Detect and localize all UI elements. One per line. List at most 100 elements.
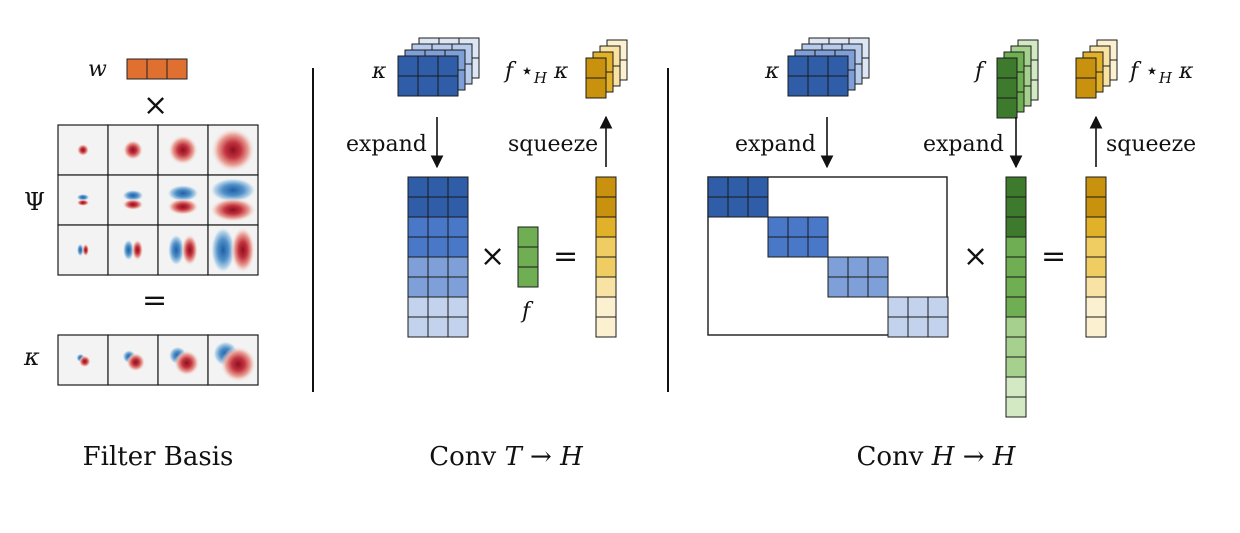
block-cell xyxy=(927,316,949,338)
output-cell xyxy=(1085,236,1107,258)
output-cell xyxy=(595,296,617,318)
basis-cell xyxy=(207,174,259,226)
red-blob xyxy=(122,199,144,210)
matrix-cell xyxy=(427,256,449,278)
kappa-symbol: κ xyxy=(1172,59,1194,84)
basis-cell xyxy=(57,174,109,226)
conv-t-h-caption: Conv T → H xyxy=(429,442,584,472)
kappa-stack-cell xyxy=(827,75,849,97)
kappa-filter-row xyxy=(57,334,259,386)
red-blob xyxy=(230,226,255,274)
f-filter-stack xyxy=(996,39,1039,119)
block-cell xyxy=(727,196,749,218)
psi-basis-grid xyxy=(57,124,259,276)
block-cell xyxy=(807,236,829,258)
matrix-cell xyxy=(407,276,429,298)
block-cell xyxy=(747,196,769,218)
matrix-cell xyxy=(427,216,449,238)
output-stack-cell xyxy=(1075,57,1097,79)
output-vector xyxy=(595,176,617,338)
basis-cell xyxy=(157,224,209,276)
conv-h-h-caption: Conv H → H xyxy=(857,442,1017,472)
block-cell xyxy=(827,256,849,278)
filter-basis-panel: w × Ψ = κ Filter Basis xyxy=(23,57,259,472)
output-cell xyxy=(1085,296,1107,318)
output-cell xyxy=(1085,216,1107,238)
times-symbol: × xyxy=(480,239,505,274)
kappa-stack-label: κ xyxy=(371,59,387,84)
matrix-cell xyxy=(427,316,449,338)
matrix-cell xyxy=(447,296,469,318)
kappa-cell xyxy=(107,334,159,386)
matrix-cell xyxy=(447,276,469,298)
f-vector xyxy=(1005,176,1027,418)
stack-layer xyxy=(397,55,459,97)
basis-cell xyxy=(57,224,109,276)
output-cell xyxy=(595,196,617,218)
matrix-cell xyxy=(447,256,469,278)
red-blob xyxy=(123,140,143,160)
output-cell xyxy=(1085,256,1107,278)
matrix-cell xyxy=(407,316,429,338)
kappa-stack-cell xyxy=(397,55,419,77)
matrix-cell xyxy=(407,236,429,258)
f-cell xyxy=(1005,316,1027,338)
kappa-stack-cell xyxy=(807,55,829,77)
blue-blob xyxy=(122,190,144,201)
red-blob xyxy=(126,352,146,372)
f-stack-cell xyxy=(996,77,1018,99)
w-cell xyxy=(126,58,148,80)
w-cell xyxy=(146,58,168,80)
block-cell xyxy=(727,176,749,198)
basis-cell xyxy=(157,174,209,226)
output-stack-cell xyxy=(1075,77,1097,99)
output-cell xyxy=(595,276,617,298)
f-cell xyxy=(1005,236,1027,258)
kappa-stack-label: κ xyxy=(764,59,780,84)
matrix-cell xyxy=(447,176,469,198)
matrix-cell xyxy=(427,236,449,258)
kappa-stack-cell xyxy=(827,55,849,77)
star-symbol: ⋆ xyxy=(513,59,534,84)
expand-label: expand xyxy=(923,132,1004,157)
caption-prefix: Conv xyxy=(857,442,932,472)
basis-cell xyxy=(207,124,259,176)
matrix-cell xyxy=(427,276,449,298)
f-cell xyxy=(1005,276,1027,298)
kappa-stack-cell xyxy=(437,55,459,77)
red-blob xyxy=(77,144,89,156)
block-cell xyxy=(907,316,929,338)
expand-label: expand xyxy=(735,132,816,157)
caption-prefix: Conv xyxy=(429,442,504,472)
stack-layer xyxy=(996,57,1018,119)
f-cell xyxy=(1005,256,1027,278)
equals-symbol: = xyxy=(1041,239,1066,274)
block-cell xyxy=(707,176,729,198)
output-cell xyxy=(595,316,617,338)
block-cell xyxy=(907,296,929,318)
caption-h: H xyxy=(992,442,1017,472)
stack-layer xyxy=(787,55,849,97)
f-vector xyxy=(517,226,539,288)
f-stack-label: f xyxy=(973,59,987,84)
star-subscript: H xyxy=(1158,69,1173,87)
kappa-stack-cell xyxy=(417,75,439,97)
matrix-cell xyxy=(427,196,449,218)
red-blob xyxy=(220,346,257,383)
block-cell xyxy=(867,276,889,298)
squeeze-label: squeeze xyxy=(508,132,598,157)
matrix-cell xyxy=(447,216,469,238)
output-filter-stack xyxy=(1075,39,1118,99)
red-blob xyxy=(76,199,90,206)
output-vector xyxy=(1085,176,1107,338)
block-cell xyxy=(867,256,889,278)
block-diagonal-kappa-matrix xyxy=(707,176,949,338)
output-cell xyxy=(1085,176,1107,198)
w-cell xyxy=(166,58,188,80)
kappa-stack-cell xyxy=(437,75,459,97)
blue-blob xyxy=(77,243,84,257)
block-cell xyxy=(807,216,829,238)
matrix-cell xyxy=(407,296,429,318)
caption-arrow: → xyxy=(954,442,992,472)
